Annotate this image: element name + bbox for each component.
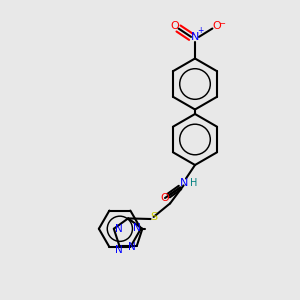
Text: O: O (160, 193, 169, 203)
Text: N: N (133, 223, 141, 232)
Text: +: + (197, 26, 204, 35)
Text: O: O (212, 21, 221, 31)
Text: O: O (170, 21, 179, 31)
Text: N: N (116, 245, 123, 255)
Text: S: S (150, 212, 157, 222)
Text: H: H (190, 178, 198, 188)
Text: −: − (218, 19, 225, 28)
Text: N: N (191, 32, 199, 42)
Text: N: N (116, 224, 123, 234)
Text: N: N (180, 178, 189, 188)
Text: N: N (128, 242, 135, 252)
